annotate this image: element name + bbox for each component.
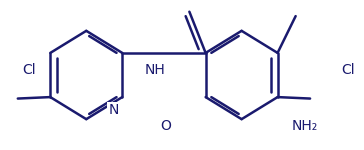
Text: N: N [108,103,119,117]
Text: O: O [160,119,171,133]
Text: Cl: Cl [22,63,36,77]
Text: Cl: Cl [341,63,355,77]
Text: NH: NH [145,63,165,77]
Text: NH₂: NH₂ [292,119,318,133]
